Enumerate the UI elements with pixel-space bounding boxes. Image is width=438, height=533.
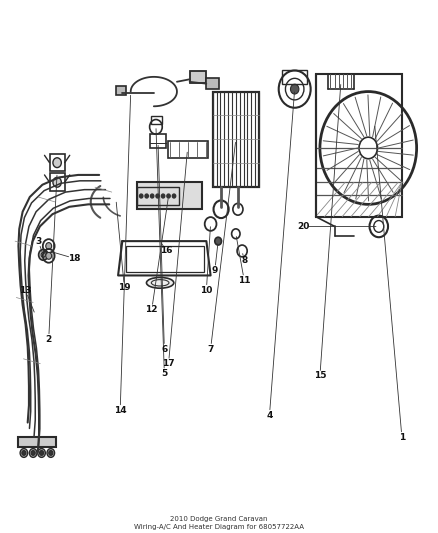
- Text: 20: 20: [297, 222, 309, 231]
- Text: 10: 10: [200, 286, 212, 295]
- Bar: [18, 437, 56, 447]
- Bar: [168, 141, 208, 158]
- Circle shape: [39, 249, 48, 260]
- Circle shape: [29, 449, 37, 457]
- Bar: [282, 70, 307, 84]
- Text: 14: 14: [114, 406, 127, 415]
- Circle shape: [38, 449, 46, 457]
- Circle shape: [215, 237, 222, 245]
- Circle shape: [145, 194, 148, 198]
- Bar: [150, 134, 166, 148]
- Circle shape: [161, 194, 165, 198]
- Bar: [206, 78, 219, 89]
- Text: 9: 9: [212, 266, 218, 275]
- Circle shape: [167, 194, 170, 198]
- Circle shape: [39, 450, 44, 455]
- Text: 5: 5: [161, 369, 167, 378]
- Text: 16: 16: [160, 246, 173, 255]
- Text: 17: 17: [162, 359, 175, 368]
- Circle shape: [151, 194, 154, 198]
- Bar: [316, 75, 402, 216]
- Text: 19: 19: [118, 283, 131, 292]
- Circle shape: [49, 450, 53, 455]
- Text: 6: 6: [161, 344, 167, 353]
- Text: 12: 12: [145, 305, 158, 314]
- Text: 18: 18: [68, 254, 80, 263]
- Circle shape: [47, 449, 55, 457]
- Text: 4: 4: [266, 411, 272, 419]
- Text: 8: 8: [241, 256, 247, 265]
- Circle shape: [290, 84, 299, 94]
- Circle shape: [140, 194, 143, 198]
- Circle shape: [46, 253, 52, 259]
- Bar: [190, 71, 206, 83]
- Circle shape: [53, 177, 61, 187]
- Text: 3: 3: [35, 237, 41, 246]
- Circle shape: [46, 243, 52, 249]
- Bar: [137, 182, 202, 209]
- Text: 2010 Dodge Grand Caravan
Wiring-A/C And Heater Diagram for 68057722AA: 2010 Dodge Grand Caravan Wiring-A/C And …: [134, 516, 304, 530]
- Text: 11: 11: [238, 276, 251, 285]
- Ellipse shape: [146, 277, 174, 288]
- Text: 15: 15: [314, 372, 326, 381]
- Bar: [49, 173, 65, 191]
- Text: 2: 2: [46, 335, 52, 344]
- Bar: [137, 187, 179, 205]
- Bar: [116, 86, 127, 95]
- Text: 13: 13: [19, 286, 32, 295]
- Circle shape: [31, 450, 35, 455]
- Text: 1: 1: [399, 433, 405, 442]
- Circle shape: [22, 450, 26, 455]
- Circle shape: [53, 158, 61, 167]
- Text: 7: 7: [208, 344, 214, 353]
- Bar: [49, 154, 65, 172]
- Bar: [213, 92, 259, 187]
- Bar: [127, 246, 204, 271]
- Circle shape: [156, 194, 159, 198]
- Circle shape: [20, 449, 28, 457]
- Circle shape: [172, 194, 176, 198]
- Bar: [151, 116, 162, 124]
